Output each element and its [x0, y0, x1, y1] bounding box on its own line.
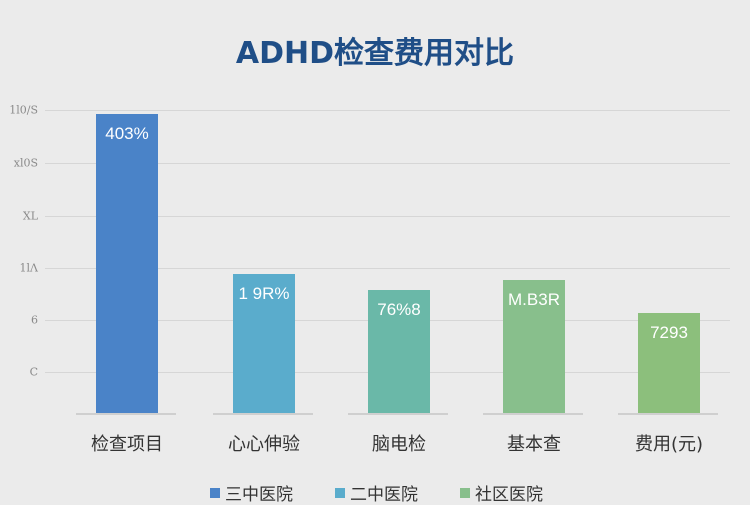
bar-value-label: 403% [105, 124, 149, 143]
y-tick-label: C [29, 365, 38, 379]
bar: 76%8 [368, 290, 430, 413]
bar: 403% [96, 114, 158, 413]
y-tick-label: 1lΛ [19, 261, 38, 275]
bar-baseline [348, 413, 448, 415]
y-tick-label: xl0S [13, 156, 38, 170]
x-tick-label: 心心伸验 [228, 434, 300, 455]
legend-label: 社区医院 [475, 485, 543, 505]
x-tick-label: 脑电检 [372, 434, 426, 455]
legend-swatch-icon [335, 487, 345, 498]
bar-value-label: 1 9R% [238, 284, 290, 303]
gridline [45, 163, 730, 164]
bar-value-label: 7293 [650, 323, 688, 342]
bar-value-label: M.B3R [508, 290, 560, 309]
chart-title: ADHD检查费用对比 [235, 36, 515, 71]
bar-baseline [618, 413, 718, 415]
legend-swatch-icon [210, 487, 220, 498]
bar: 7293 [638, 313, 700, 413]
legend-item: 二中医院 [335, 480, 418, 505]
legend-item: 三中医院 [210, 480, 293, 505]
legend-label: 二中医院 [350, 485, 418, 505]
legend-item: 社区医院 [460, 480, 543, 505]
x-tick-label: 基本查 [507, 434, 561, 455]
gridline [45, 110, 730, 111]
y-tick-label: 1l0/S [9, 103, 38, 117]
y-tick-label: XL [22, 209, 38, 223]
legend: 三中医院 二中医院 社区医院 [210, 480, 585, 505]
legend-label: 三中医院 [225, 485, 293, 505]
bar-baseline [213, 413, 313, 415]
gridline [45, 268, 730, 269]
y-tick-label: 6 [31, 313, 38, 327]
bar-baseline [483, 413, 583, 415]
legend-swatch-icon [460, 487, 470, 498]
bar: 1 9R% [233, 274, 295, 413]
bar: M.B3R [503, 280, 565, 413]
x-tick-label: 检查项目 [91, 434, 163, 455]
x-tick-label: 费用(元) [634, 434, 704, 455]
gridline [45, 216, 730, 217]
bar-value-label: 76%8 [377, 300, 421, 319]
bar-baseline [76, 413, 176, 415]
